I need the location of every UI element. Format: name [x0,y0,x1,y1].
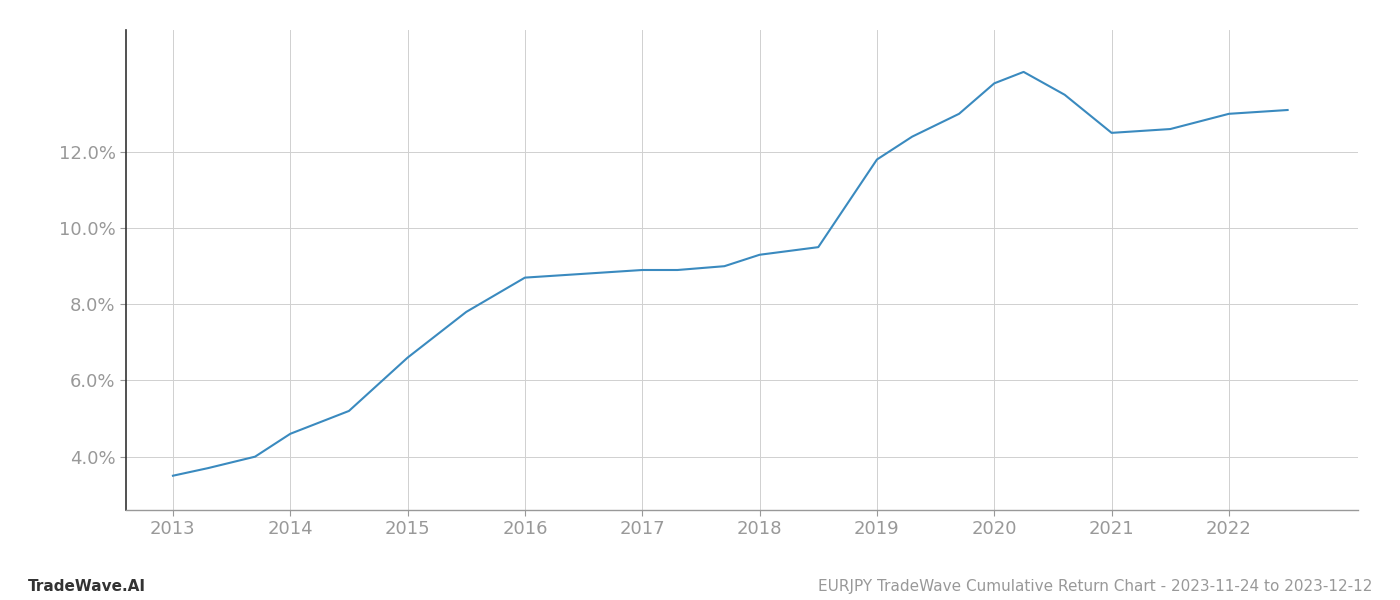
Text: EURJPY TradeWave Cumulative Return Chart - 2023-11-24 to 2023-12-12: EURJPY TradeWave Cumulative Return Chart… [818,579,1372,594]
Text: TradeWave.AI: TradeWave.AI [28,579,146,594]
